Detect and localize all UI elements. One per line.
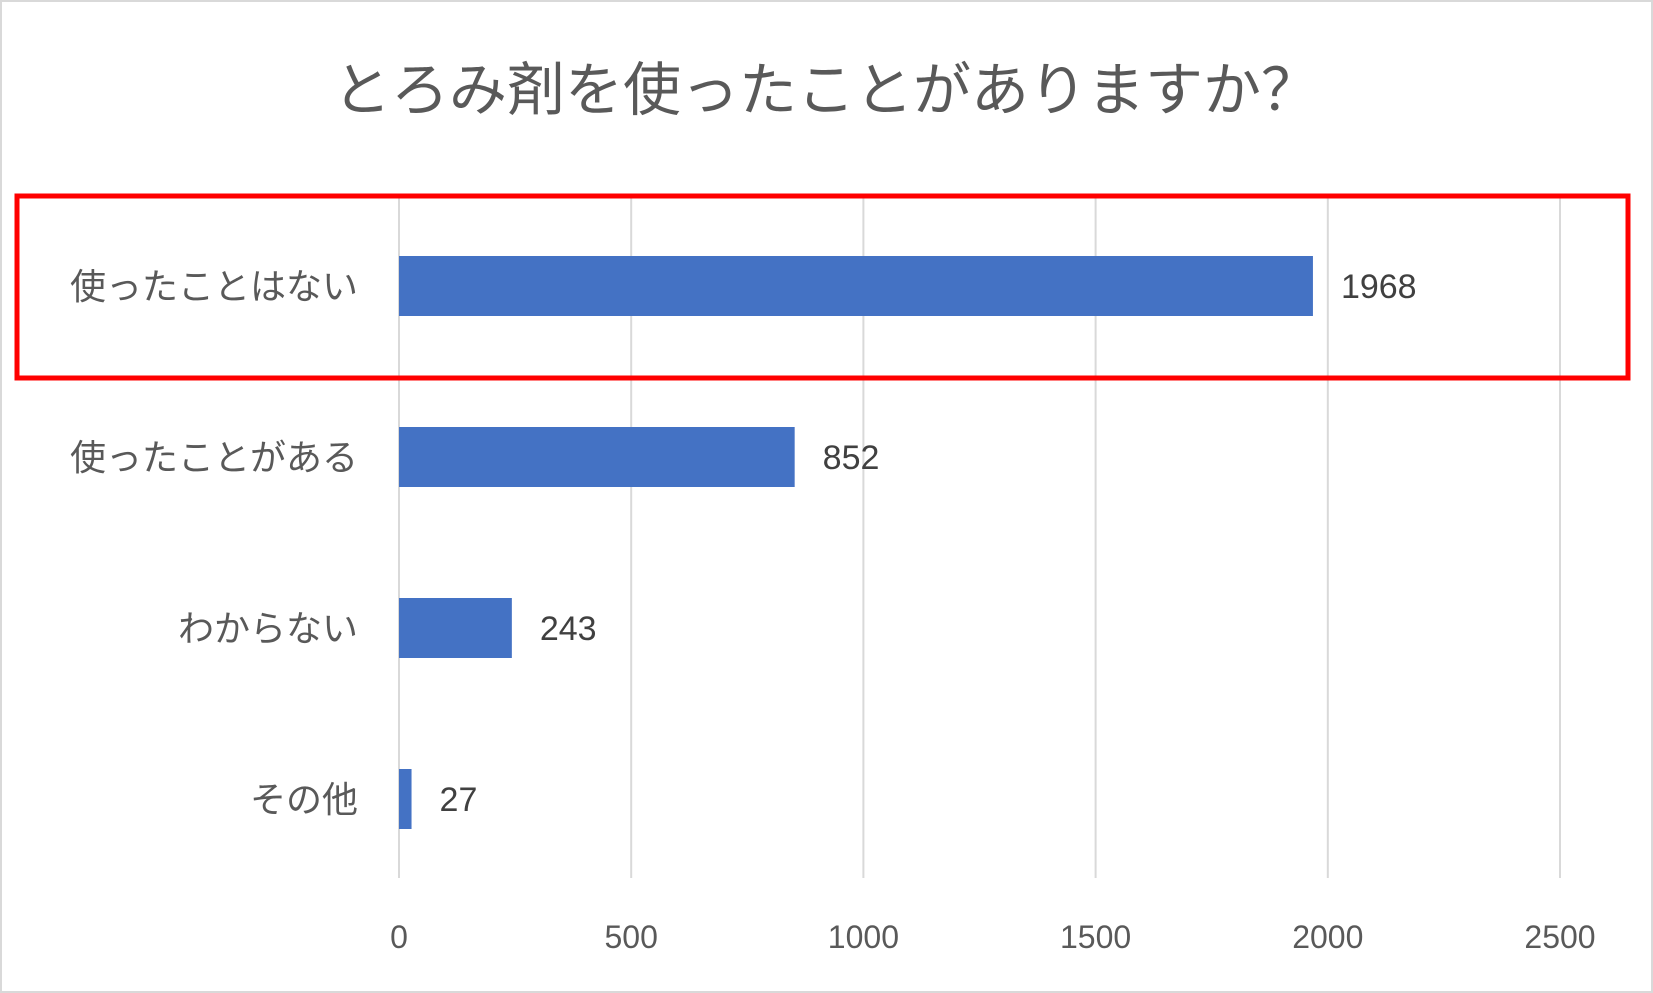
data-label: 243 — [540, 610, 597, 648]
x-tick-label: 1500 — [1060, 919, 1131, 955]
bar — [399, 427, 795, 487]
x-tick-label: 500 — [605, 919, 658, 955]
data-labels: 1968 852 243 27 — [440, 268, 1417, 819]
bars — [399, 256, 1313, 829]
x-tick-label: 2000 — [1292, 919, 1363, 955]
data-label: 1968 — [1341, 268, 1417, 306]
category-label: 使ったことがある — [70, 438, 358, 479]
data-label: 852 — [823, 439, 880, 477]
highlight-layer — [14, 193, 1631, 381]
x-tick-label: 2500 — [1524, 919, 1595, 955]
data-label: 27 — [440, 781, 478, 819]
category-label: その他 — [250, 780, 358, 821]
x-tick-label: 1000 — [828, 919, 899, 955]
bar — [399, 598, 512, 658]
bar — [399, 769, 412, 829]
bar — [399, 256, 1313, 316]
category-label: わからない — [178, 609, 358, 650]
category-label: 使ったことはない — [70, 267, 358, 308]
x-tick-label: 0 — [390, 919, 408, 955]
highlight-box — [14, 193, 1631, 381]
chart-title: とろみ剤を使ったことがありますか？ — [333, 56, 1319, 124]
x-axis-tick-labels: 0 500 1000 1500 2000 2500 — [390, 919, 1595, 955]
